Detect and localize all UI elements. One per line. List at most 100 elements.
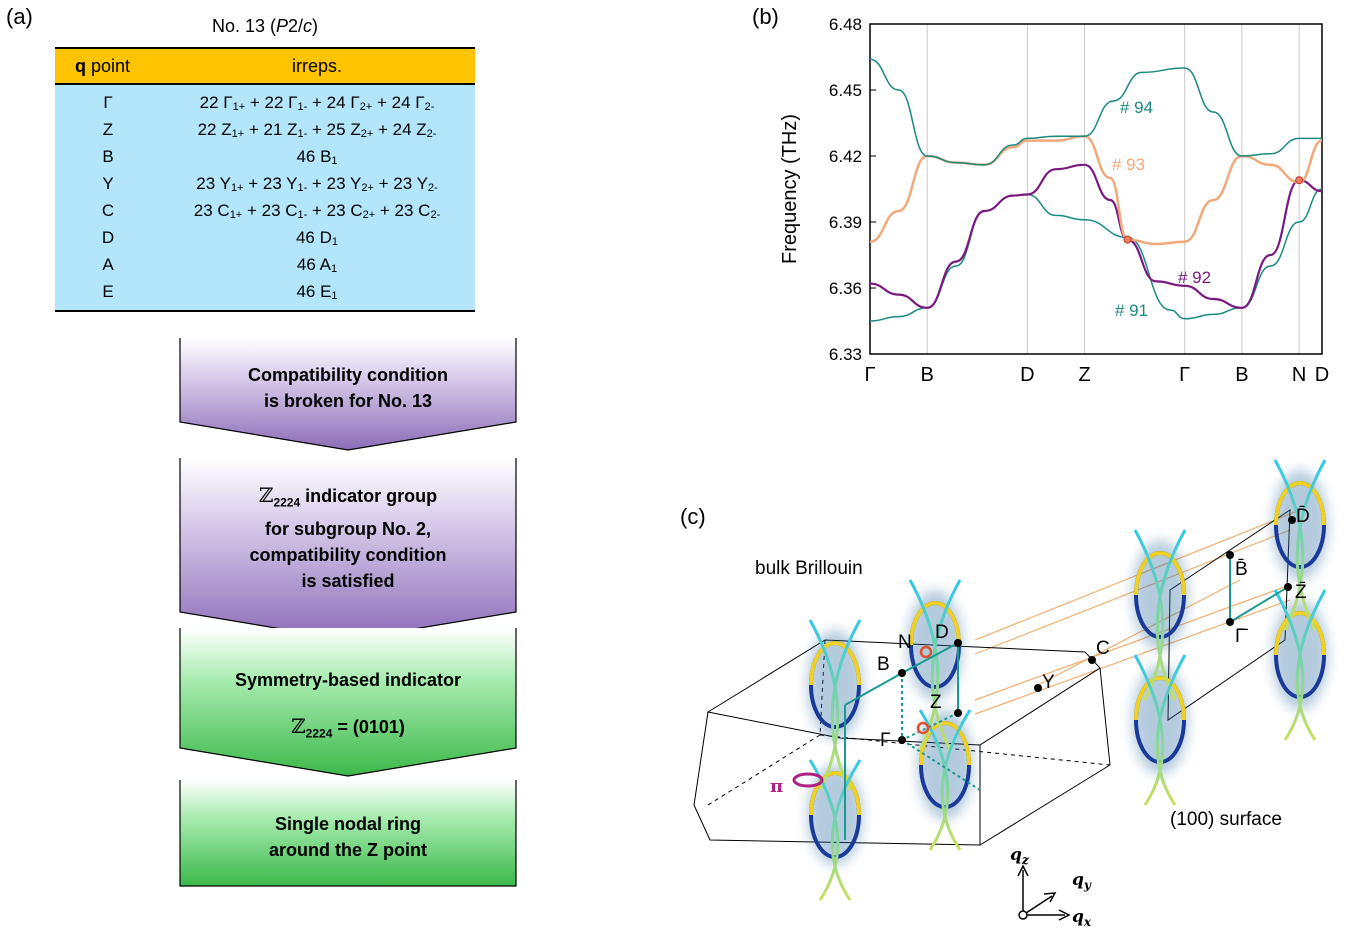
flow-arrows (179, 338, 517, 887)
axis-label-qy: qy (1072, 870, 1092, 892)
crossing-point (1295, 176, 1304, 185)
plot-frame (869, 23, 1323, 355)
irreps-cell: 23 Y1+ + 23 Y1- + 23 Y2+ + 23 Y2- (161, 172, 473, 200)
point-label-gamma: Γ (880, 730, 890, 751)
header-q-point: q point (75, 56, 131, 76)
irrep-subscript: 2- (424, 101, 435, 113)
panel-label-a: (a) (6, 4, 33, 29)
x-tick-label: N (1292, 364, 1306, 386)
q-point-cell: D (101, 228, 115, 247)
point-label-n: N (898, 632, 912, 653)
irrep-term: + 23 C (375, 201, 431, 220)
point-label-b: B (877, 654, 890, 675)
irrep-term: 46 A (296, 255, 331, 274)
irrep-subscript: 2+ (360, 128, 374, 140)
series-line (869, 188, 1323, 322)
y-tick-label: 6.33 (829, 345, 862, 364)
irrep-term: + 25 Z (307, 120, 361, 139)
irrep-subscript: 1- (297, 101, 308, 113)
flow-box-4 (179, 780, 517, 887)
series-line (869, 134, 1323, 246)
panel-label-b: (b) (752, 4, 779, 29)
y-tick-label: 6.39 (829, 213, 862, 232)
irrep-subscript: 2- (430, 209, 441, 221)
panel-label-c: (c) (680, 504, 706, 529)
irrep-subscript: 1+ (231, 128, 245, 140)
point-label-y: Y (1042, 672, 1055, 693)
flow-box-1 (179, 338, 517, 451)
irrep-term: + 23 Y (373, 174, 428, 193)
irrep-term: + 22 Γ (245, 93, 298, 112)
irreps-cell: 46 D1 (161, 226, 473, 254)
q-point-cell: C (101, 201, 115, 220)
bz-title: bulk Brillouin (755, 558, 863, 579)
q-point-cell: Γ (103, 93, 113, 112)
table-header: q point irreps. (55, 47, 475, 85)
flow-step-2: ℤ2224 indicator group for subgroup No. 2… (249, 483, 447, 591)
table-row: C 23 C1+ + 23 C1- + 23 C2+ + 23 C2- (55, 199, 475, 222)
surface-label-gamma: Γ̄ (1235, 626, 1248, 647)
weyl-point-z (916, 721, 930, 735)
series-line (869, 58, 1322, 166)
surface-label: (100) surface (1170, 809, 1282, 830)
high-symmetry-path (844, 555, 1289, 840)
x-tick-label: Γ (864, 364, 875, 386)
bz-points (898, 516, 1296, 744)
irrep-term: 46 D (295, 228, 332, 247)
crossing-point (1123, 235, 1132, 244)
phonon-band-chart: 6.336.366.396.426.456.48Γ B D Z Γ B N DFrequenc… (779, 15, 1329, 386)
series-label: # 91 (1115, 301, 1148, 320)
table-row: D 46 D1 (55, 226, 475, 249)
irrep-term: 22 Γ (199, 93, 233, 112)
point-label-d: D (935, 622, 949, 643)
table-title: No. 13 (P2/c) (211, 16, 319, 36)
irrep-term: + 23 C (242, 201, 298, 220)
irrep-term: + 21 Z (244, 120, 298, 139)
irrep-subscript: 1 (331, 236, 339, 248)
irreps-cell: 22 Z1+ + 21 Z1- + 25 Z2+ + 24 Z2- (161, 118, 473, 146)
irreps-cell: 22 Γ1+ + 22 Γ1- + 24 Γ2+ + 24 Γ2- (161, 91, 473, 119)
irrep-subscript: 1+ (229, 209, 243, 221)
series-label: # 93 (1112, 155, 1145, 174)
irreps-cell: 46 E1 (161, 280, 473, 308)
x-tick-label: Γ (1179, 364, 1190, 386)
irrep-term: + 24 Γ (307, 93, 360, 112)
series-label: # 92 (1178, 268, 1211, 287)
irrep-term: 22 Z (197, 120, 232, 139)
irrep-term: + 23 Y (307, 174, 362, 193)
irrep-subscript: 2- (426, 128, 437, 140)
brillouin-zone-diagram: π bulk Brillouin (100) surface N D B Z Γ… (693, 459, 1328, 929)
table-row: Z 22 Z1+ + 21 Z1- + 25 Z2+ + 24 Z2- (55, 118, 475, 141)
q-point-cell: B (102, 147, 114, 166)
nodal-ring-cones (807, 459, 1328, 901)
point-label-c: C (1096, 638, 1110, 659)
irrep-term: 23 C (193, 201, 230, 220)
axes-triad (1017, 864, 1071, 921)
irrep-term: 46 B (296, 147, 332, 166)
irrep-term: + 24 Γ (372, 93, 425, 112)
irrep-subscript: 1+ (230, 182, 244, 194)
pi-label: π (770, 776, 783, 797)
x-tick-label: D (1020, 364, 1034, 386)
y-tick-label: 6.45 (829, 81, 862, 100)
irreps-cell: 46 B1 (161, 145, 473, 173)
q-point-cell: Z (102, 120, 114, 139)
table-row: Γ 22 Γ1+ + 22 Γ1- + 24 Γ2+ + 24 Γ2- (55, 91, 475, 114)
surface-label-z: Z̄ (1295, 582, 1307, 603)
header-irreps: irreps. (291, 56, 342, 76)
axis-label-qx: qx (1072, 907, 1092, 929)
q-point-cell: A (102, 255, 114, 274)
series-line (869, 163, 1323, 309)
x-tick-label: B (1235, 364, 1248, 386)
flow-step-4: Single nodal ring around the Z point (269, 814, 427, 860)
series-label: # 94 (1120, 98, 1153, 117)
irrep-term: + 23 Y (243, 174, 298, 193)
irreps-cell: 46 A1 (161, 253, 473, 281)
flow-step-1: Compatibility condition is broken for No.… (248, 365, 448, 411)
irrep-subscript: 1- (297, 209, 308, 221)
point-label-z: Z (930, 692, 942, 713)
irrep-subscript: 1 (330, 263, 338, 275)
x-tick-label: D (1315, 364, 1329, 386)
irrep-subscript: 1- (297, 128, 308, 140)
y-tick-label: 6.36 (829, 279, 862, 298)
